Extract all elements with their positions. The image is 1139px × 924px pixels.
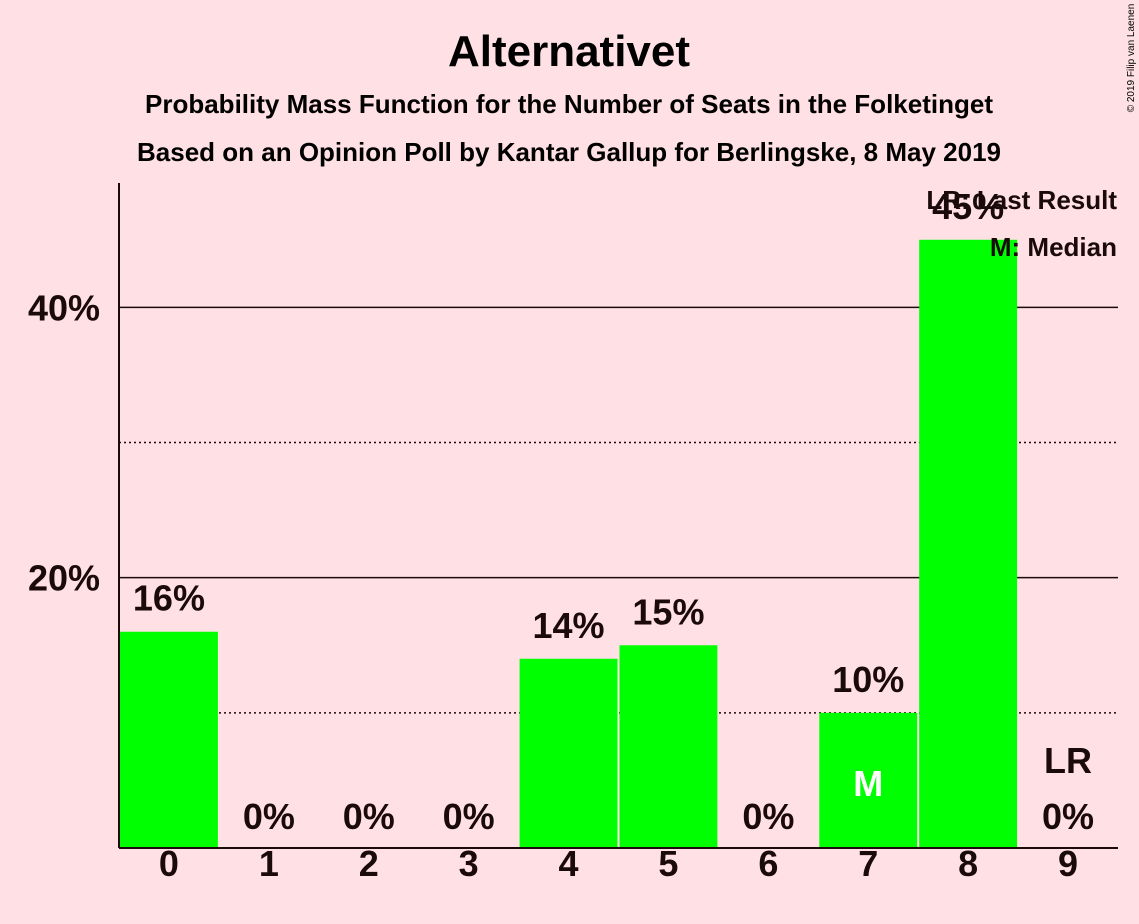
x-tick-label: 4 [559,843,579,884]
value-label: 0% [243,796,295,837]
value-label: 45% [932,186,1004,227]
copyright-text: © 2019 Filip van Laenen [1126,4,1137,113]
x-tick-label: 0 [159,843,179,884]
bar [919,239,1018,848]
bars [120,239,1018,848]
value-label: 0% [443,796,495,837]
value-label: 0% [343,796,395,837]
bar [819,712,918,848]
legend: LR: Last Result M: Median [926,185,1117,262]
y-tick-label: 40% [28,287,100,328]
x-tick-label: 9 [1058,843,1078,884]
value-label: 0% [1042,796,1094,837]
value-label: 14% [533,605,605,646]
value-labels: 16% 0% 0% 0% 14% 15% 0% 10% 45% 0% M LR [133,186,1094,837]
x-tick-label: 8 [958,843,978,884]
chart-subtitle-1: Probability Mass Function for the Number… [145,89,993,119]
legend-entry: M: Median [990,232,1117,262]
x-tick-label: 7 [858,843,878,884]
value-label: 15% [632,591,704,632]
bar [519,658,618,848]
x-tick-label: 5 [658,843,678,884]
median-marker: M [853,763,883,804]
legend-entry: LR: Last Result [926,185,1117,215]
x-tick-label: 6 [758,843,778,884]
value-label: 0% [742,796,794,837]
bar [120,631,218,848]
value-label: 16% [133,578,205,619]
chart-title: Alternativet [448,27,690,76]
x-tick-label: 3 [459,843,479,884]
y-tick-label: 20% [28,558,100,599]
last-result-marker: LR [1044,740,1092,781]
chart-subtitle-2: Based on an Opinion Poll by Kantar Gallu… [137,137,1001,167]
bar [619,645,718,848]
x-tick-label: 1 [259,843,279,884]
x-tick-label: 2 [359,843,379,884]
axes: 20% 40% 0 1 2 3 4 5 6 7 8 9 [28,183,1118,884]
value-label: 10% [832,659,904,700]
